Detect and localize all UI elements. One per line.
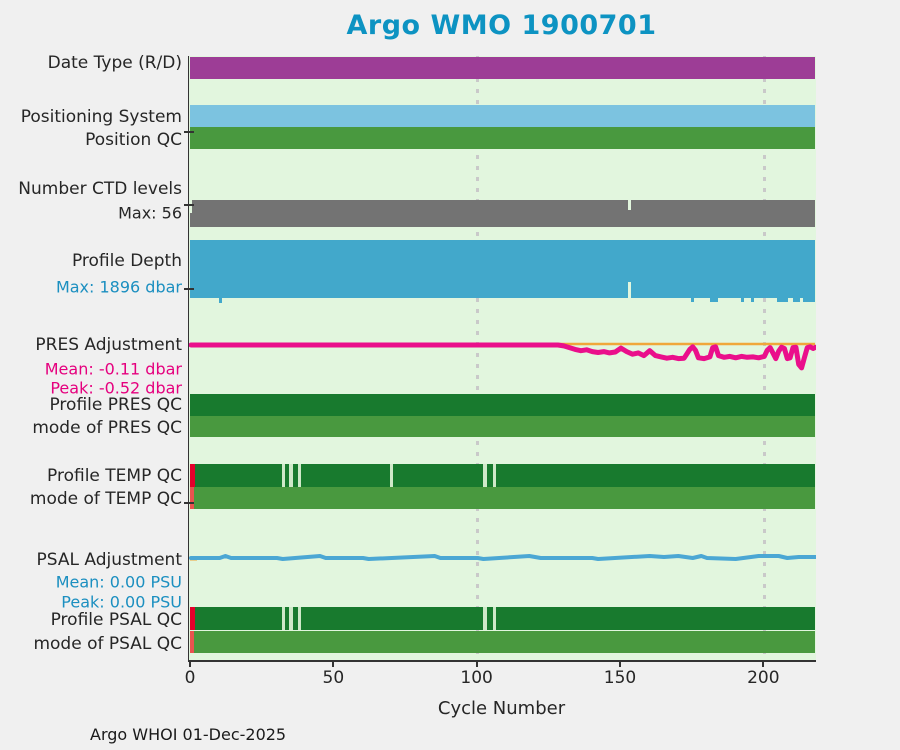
positioning-system-bar	[190, 105, 815, 127]
mode-temp-salmon-tick	[190, 487, 194, 509]
x-tick-label-50: 50	[322, 668, 345, 688]
depth-deep-tick	[751, 298, 754, 302]
profile-depth-bar	[190, 240, 815, 298]
mode-psal-salmon-tick	[190, 631, 194, 653]
depth-deep-tick	[691, 298, 694, 302]
temp-qc-gap	[282, 464, 285, 487]
mode-psal-qc-bar	[190, 631, 815, 653]
label-mode-temp-qc: mode of TEMP QC	[29, 489, 182, 509]
position-qc-bar	[190, 127, 815, 149]
label-positioning-system: Positioning System	[20, 107, 182, 127]
label-profile-psal-qc: Profile PSAL QC	[50, 610, 182, 630]
depth-deep-tick	[777, 298, 788, 302]
label-psal-peak: Peak: 0.00 PSU	[61, 592, 182, 612]
depth-deep-tick	[710, 298, 718, 302]
label-profile-pres-qc: Profile PRES QC	[49, 395, 182, 415]
psal-adjustment-line	[189, 554, 816, 561]
profile-psal-qc-bar	[190, 607, 815, 630]
label-pres-peak: Peak: -0.52 dbar	[50, 378, 182, 398]
x-axis-line	[188, 660, 816, 662]
label-psal-adjustment: PSAL Adjustment	[36, 550, 182, 570]
x-tick-label-100: 100	[460, 668, 493, 688]
line-series-layer	[189, 342, 816, 561]
depth-deep-tick	[803, 298, 815, 302]
x-tick-mark-150	[619, 661, 621, 667]
x-tick-mark-100	[475, 661, 478, 667]
psal-qc-gap	[493, 607, 496, 630]
mode-pres-qc-bar	[190, 416, 815, 437]
pres-adjustment-line	[189, 342, 816, 371]
label-psal-mean: Mean: 0.00 PSU	[55, 572, 182, 592]
x-tick-mark-200	[762, 661, 765, 667]
temp-qc-gap	[483, 464, 487, 487]
temp-qc-gap	[390, 464, 393, 487]
plot-area	[184, 56, 816, 660]
x-tick-mark-0	[189, 661, 191, 667]
x-tick-label-150: 150	[603, 668, 637, 688]
temp-qc-red-tick	[190, 464, 195, 487]
chart-title: Argo WMO 1900701	[346, 10, 657, 41]
label-position-qc: Position QC	[85, 130, 182, 150]
label-mode-psal-qc: mode of PSAL QC	[33, 634, 182, 654]
temp-qc-gap	[289, 464, 293, 487]
temp-qc-gap	[493, 464, 496, 487]
label-profile-depth: Profile Depth	[71, 251, 182, 271]
y-axis-tick	[184, 204, 194, 206]
profile-pres-qc-bar	[190, 394, 815, 416]
date-type-bar	[190, 57, 815, 79]
ctd-levels-bar	[190, 200, 815, 227]
x-tick-label-200: 200	[747, 668, 780, 688]
label-pres-mean: Mean: -0.11 dbar	[44, 359, 182, 379]
y-axis-tick	[184, 288, 194, 290]
depth-notch-cycle153	[628, 282, 631, 298]
label-profile-temp-qc: Profile TEMP QC	[47, 466, 182, 486]
label-ctd-max: Max: 56	[118, 203, 182, 223]
y-axis-tick	[184, 131, 194, 133]
label-ctd-levels: Number CTD levels	[18, 179, 182, 199]
profile-temp-qc-bar	[190, 464, 815, 487]
depth-deep-tick	[793, 298, 800, 302]
ctd-notch-cycle153	[628, 200, 631, 210]
label-pres-adjustment: PRES Adjustment	[35, 335, 182, 355]
depth-deep-tick	[219, 298, 222, 303]
label-mode-pres-qc: mode of PRES QC	[32, 418, 182, 438]
depth-deep-tick	[741, 298, 744, 302]
mode-temp-qc-bar	[190, 487, 815, 509]
x-tick-label-0: 0	[184, 668, 196, 688]
x-axis-title: Cycle Number	[437, 698, 566, 719]
label-depth-max: Max: 1896 dbar	[55, 277, 182, 297]
ctd-start-notch	[190, 200, 192, 213]
x-tick-mark-50	[332, 661, 335, 667]
psal-qc-gap	[289, 607, 293, 630]
y-axis-tick	[184, 502, 194, 504]
psal-qc-gap	[282, 607, 285, 630]
footer-note: Argo WHOI 01-Dec-2025	[90, 725, 287, 744]
psal-qc-red-tick	[190, 607, 195, 630]
psal-qc-gap	[483, 607, 487, 630]
label-date-type: Date Type (R/D)	[47, 53, 182, 73]
psal-qc-gap	[298, 607, 301, 630]
gridline-cycle-100	[476, 56, 480, 660]
temp-qc-gap	[298, 464, 301, 487]
